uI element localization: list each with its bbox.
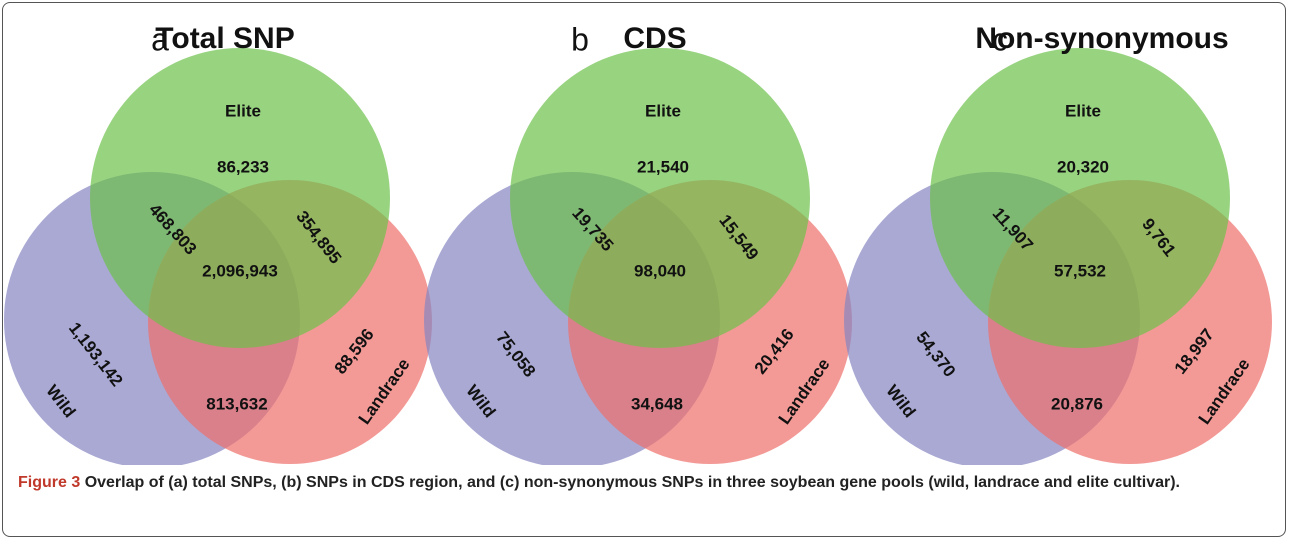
count: 57,532 (1054, 261, 1106, 280)
panel-title: CDS (623, 22, 686, 55)
count: 34,648 (631, 394, 683, 413)
count: 86,233 (217, 157, 269, 176)
count: 813,632 (206, 394, 267, 413)
count: 98,040 (634, 261, 686, 280)
count: 20,320 (1057, 157, 1109, 176)
panel-letter: b (571, 21, 589, 57)
set-label: Elite (1065, 101, 1101, 120)
count: 2,096,943 (202, 261, 278, 280)
panel-letter: c (992, 21, 1008, 57)
panel-title: Total SNP (155, 22, 294, 55)
set-label: Elite (225, 101, 261, 120)
set-circle (510, 48, 810, 348)
caption-label: Figure 3 (18, 474, 81, 491)
caption: Figure 3 Overlap of (a) total SNPs, (b) … (18, 470, 1273, 496)
set-circle (930, 48, 1230, 348)
set-label: Elite (645, 101, 681, 120)
panel-letter: a (151, 21, 169, 57)
count: 21,540 (637, 157, 689, 176)
count: 20,876 (1051, 394, 1103, 413)
panel-title: Non-synonymous (975, 22, 1228, 55)
caption-text: Overlap of (a) total SNPs, (b) SNPs in C… (84, 474, 1180, 491)
set-circle (90, 48, 390, 348)
